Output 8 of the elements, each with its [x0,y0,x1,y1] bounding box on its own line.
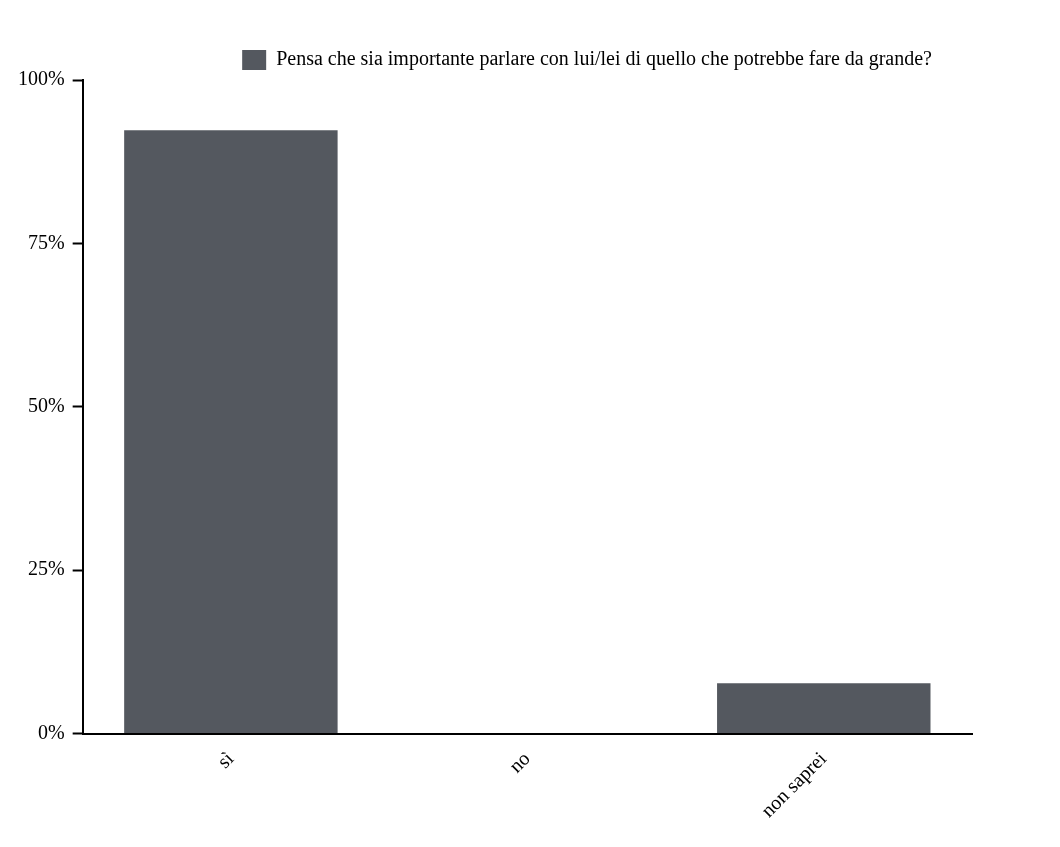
legend-label: Pensa che sia importante parlare con lui/lei di quello che potrebbe fare da grande? [276,47,933,71]
x-tick-label: no [504,746,534,777]
y-tick-label: 50% [27,394,65,417]
x-tick-label: sì [212,746,238,772]
y-tick-label: 75% [27,230,65,253]
y-tick-label: 100% [17,67,65,90]
y-tick-label: 0% [37,720,65,743]
y-tick-label: 25% [27,557,65,580]
